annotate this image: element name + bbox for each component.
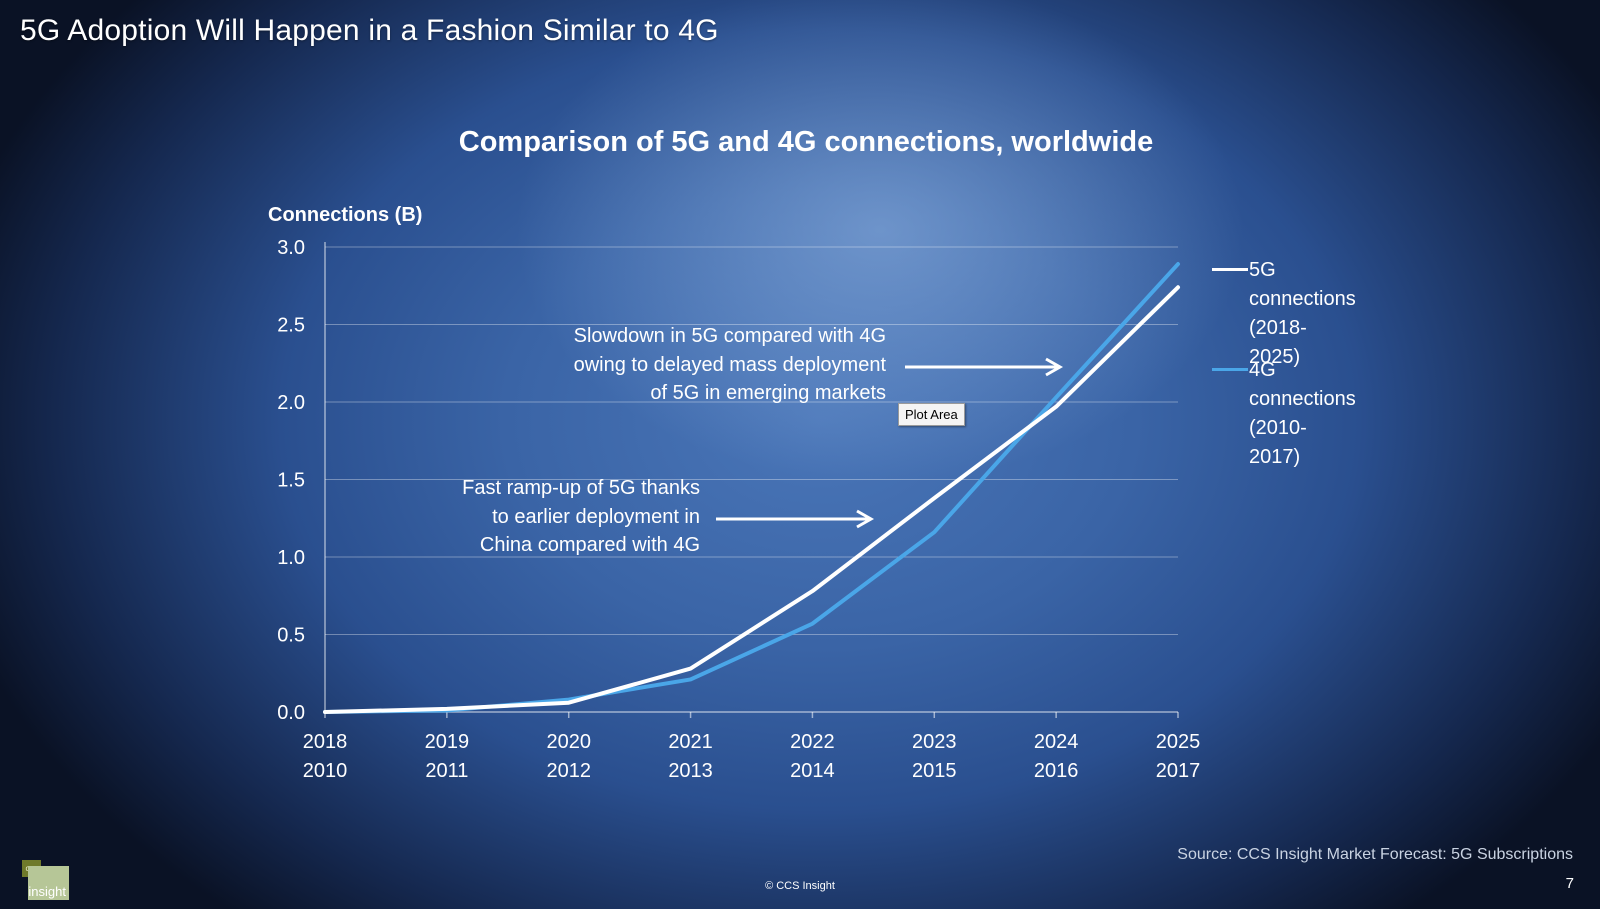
legend-label: 4G connections — [1249, 359, 1356, 410]
y-tick-label: 2.5 — [277, 315, 305, 337]
x-tick-label-5g: 2024 — [1034, 731, 1079, 753]
copyright: © CCS Insight — [765, 880, 835, 892]
x-tick-label-4g: 2017 — [1156, 760, 1201, 782]
ccs-insight-logo: ccs insight — [22, 860, 69, 900]
legend-swatch-4g — [1212, 368, 1248, 371]
slide-title: 5G Adoption Will Happen in a Fashion Sim… — [20, 14, 719, 47]
legend-swatch-5g — [1212, 268, 1248, 271]
legend-label: (2018-2025) — [1249, 317, 1307, 368]
x-tick-label-5g: 2022 — [790, 731, 835, 753]
annotation-line: Slowdown in 5G compared with 4G — [573, 325, 886, 347]
x-tick-label-4g: 2015 — [912, 760, 957, 782]
y-tick-label: 3.0 — [277, 237, 305, 259]
page-number: 7 — [1565, 875, 1574, 892]
annotation-slowdown: Slowdown in 5G compared with 4G owing to… — [470, 322, 886, 408]
y-axis-title: Connections (B) — [268, 204, 423, 226]
y-tick-label: 0.5 — [277, 625, 305, 647]
annotation-line: of 5G in emerging markets — [650, 382, 886, 404]
y-tick-label: 1.5 — [277, 470, 305, 492]
x-tick-labels: 2018 2010 2019 2011 2020 2012 2021 2013 2022 2014… — [303, 731, 1201, 782]
x-tick-label-5g: 2023 — [912, 731, 957, 753]
annotation-line: Fast ramp-up of 5G thanks — [462, 477, 700, 499]
plot-area-tooltip: Plot Area — [898, 403, 965, 426]
y-tick-label: 2.0 — [277, 392, 305, 414]
gridlines — [325, 246, 1178, 635]
annotation-line: to earlier deployment in — [492, 505, 700, 528]
chart-title: Comparison of 5G and 4G connections, wor… — [458, 126, 1154, 158]
series-line-5g — [323, 285, 1180, 714]
annotation-ramp: Fast ramp-up of 5G thanks to earlier dep… — [390, 474, 700, 560]
annotation-arrows — [716, 357, 1064, 529]
logo-text: insight — [28, 884, 66, 899]
x-tick-label-4g: 2012 — [546, 760, 591, 782]
x-tick-label-4g: 2013 — [668, 760, 713, 782]
legend-label: 5G connections — [1249, 259, 1356, 310]
x-tick-label-5g: 2021 — [668, 731, 713, 753]
x-tick-label-4g: 2014 — [790, 760, 835, 782]
x-tick-label-4g: 2016 — [1034, 760, 1079, 782]
x-tick-label-4g: 2011 — [425, 760, 468, 782]
y-tick-label: 1.0 — [277, 547, 305, 569]
source-note: Source: CCS Insight Market Forecast: 5G … — [1177, 846, 1573, 863]
x-tick-label-5g: 2025 — [1156, 731, 1201, 753]
legend-label: (2010-2017) — [1249, 417, 1307, 468]
x-tick-label-4g: 2010 — [303, 760, 348, 782]
x-tick-label-5g: 2018 — [303, 731, 348, 753]
y-tick-labels: 0.0 0.5 1.0 1.5 2.0 2.5 3.0 — [277, 237, 305, 724]
ramp-arrowhead — [856, 509, 875, 529]
x-tick-label-5g: 2020 — [546, 731, 591, 753]
series-lines — [323, 262, 1180, 714]
annotation-line: China compared with 4G — [479, 534, 700, 556]
x-tick-label-5g: 2019 — [425, 731, 470, 753]
logo-big-block: insight — [28, 866, 69, 900]
annotation-line: owing to delayed mass deployment — [573, 353, 886, 376]
y-tick-label: 0.0 — [277, 702, 305, 724]
slowdown-arrowhead — [1045, 357, 1064, 377]
axes — [324, 242, 1179, 718]
